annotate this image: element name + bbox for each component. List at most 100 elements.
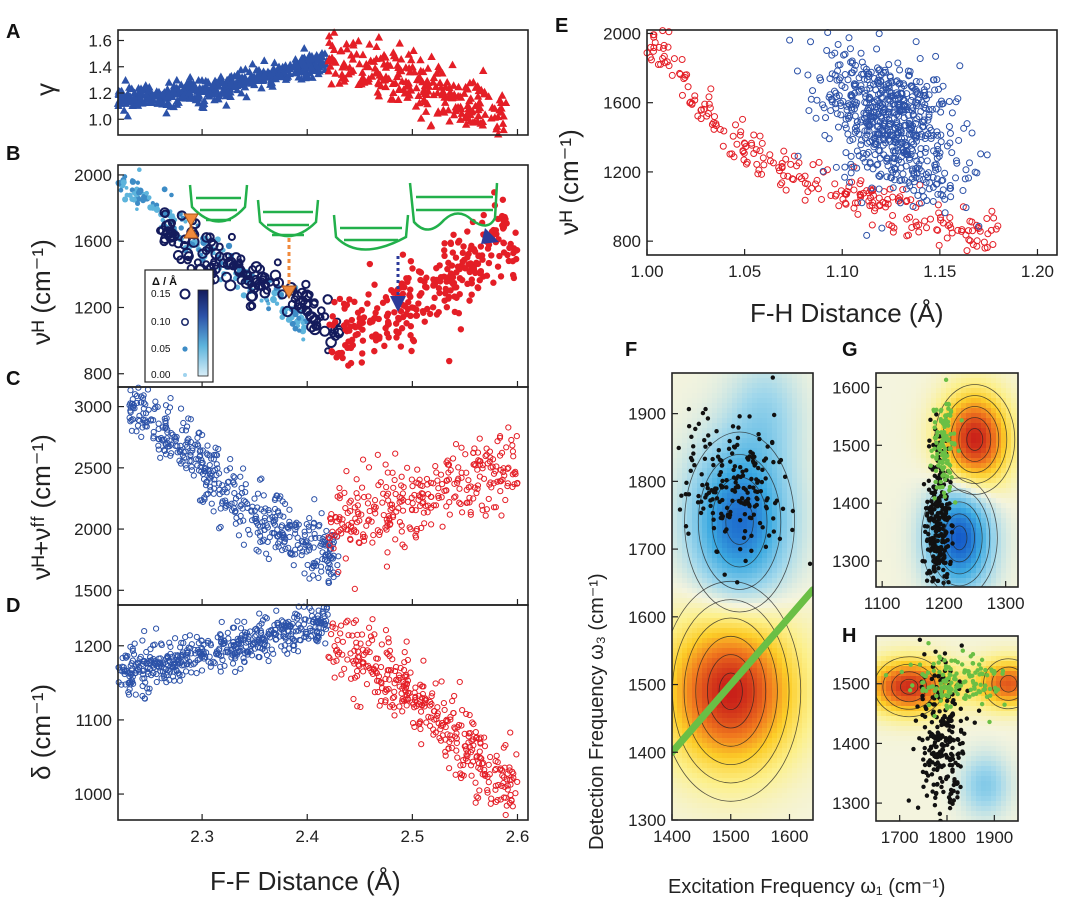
heatmap-cell — [687, 438, 693, 444]
heatmap-cell — [727, 428, 733, 434]
heatmap-cell — [702, 533, 708, 539]
heatmap-cell — [747, 538, 753, 544]
data-point — [335, 568, 342, 576]
heatmap-cell — [692, 483, 698, 489]
data-point — [218, 78, 227, 87]
data-point — [405, 67, 415, 76]
heatmap-cell — [807, 523, 813, 529]
heatmap-cell — [792, 488, 798, 494]
data-point — [458, 474, 465, 481]
heatmap-cell — [762, 518, 768, 524]
data-point — [231, 490, 238, 497]
data-point — [929, 197, 937, 205]
data-point — [222, 258, 235, 270]
data-point — [841, 50, 849, 58]
data-point — [873, 161, 881, 169]
data-point — [358, 484, 366, 491]
data-point — [145, 689, 152, 696]
data-point — [509, 448, 517, 455]
data-point — [474, 105, 483, 114]
heatmap-cell — [767, 543, 773, 549]
data-point — [438, 89, 447, 98]
data-point — [470, 742, 477, 749]
data-point — [419, 95, 429, 103]
data-point — [921, 217, 929, 225]
data-point — [896, 94, 904, 102]
heatmap-cell — [747, 423, 753, 429]
data-point — [440, 699, 447, 707]
heatmap-cell — [787, 508, 793, 514]
data-point — [900, 134, 908, 142]
data-point — [502, 496, 509, 504]
heatmap-cell — [697, 433, 703, 439]
heatmap-cell — [747, 418, 753, 424]
data-point — [241, 618, 248, 625]
data-point — [793, 162, 801, 170]
data-point — [440, 108, 449, 116]
data-point — [164, 99, 174, 108]
data-point — [959, 187, 967, 195]
data-point — [801, 196, 809, 204]
heatmap-cell — [702, 393, 708, 399]
data-point — [934, 142, 942, 150]
heatmap-cell — [707, 528, 713, 534]
heatmap-cell — [807, 423, 813, 429]
data-point — [398, 528, 405, 535]
data-point — [875, 146, 883, 154]
data-point — [308, 535, 315, 542]
data-point — [314, 558, 321, 565]
heatmap-cell — [767, 493, 773, 499]
heatmap-cell — [737, 458, 743, 464]
data-point — [340, 74, 350, 82]
heatmap-cell — [757, 458, 763, 464]
heatmap-cell — [692, 408, 698, 414]
data-point — [860, 109, 868, 117]
heatmap-cell — [757, 428, 763, 434]
heatmap-cell — [767, 433, 773, 439]
data-point — [443, 503, 450, 510]
data-point — [409, 483, 416, 490]
data-point — [162, 402, 170, 409]
data-point — [251, 495, 258, 502]
data-point — [326, 654, 333, 661]
data-point — [911, 85, 919, 93]
data-point — [130, 651, 138, 658]
heatmap-cell — [702, 418, 708, 424]
data-point — [921, 148, 929, 156]
data-point — [457, 109, 466, 117]
data-point — [217, 663, 224, 671]
data-point — [932, 105, 940, 113]
data-point — [451, 494, 458, 501]
heatmap-cell — [702, 538, 708, 544]
data-point — [894, 195, 902, 203]
heatmap-cell — [677, 468, 683, 474]
heatmap-cell — [782, 488, 788, 494]
data-point — [315, 574, 322, 581]
heatmap-cell — [802, 468, 808, 474]
data-point — [409, 265, 416, 272]
heatmap-cell — [677, 438, 683, 444]
heatmap-cell — [777, 378, 783, 384]
data-point — [431, 82, 441, 90]
data-point — [877, 102, 885, 110]
data-point — [266, 306, 272, 312]
data-point — [154, 206, 160, 211]
data-point — [146, 685, 153, 692]
heatmap-cell — [727, 383, 733, 389]
data-point — [398, 522, 405, 529]
data-point — [197, 463, 204, 471]
heatmap-cell — [807, 488, 813, 494]
heatmap-cell — [717, 408, 723, 414]
heatmap-cell — [742, 518, 748, 524]
data-point — [225, 502, 232, 509]
data-point — [412, 532, 419, 539]
data-point — [454, 754, 461, 761]
y-tick-label: 800 — [84, 365, 112, 384]
data-point — [292, 521, 299, 528]
data-point — [971, 168, 979, 176]
data-point — [120, 666, 127, 674]
heatmap-cell — [772, 533, 778, 539]
heatmap-cell — [802, 403, 808, 409]
data-point — [481, 772, 489, 779]
